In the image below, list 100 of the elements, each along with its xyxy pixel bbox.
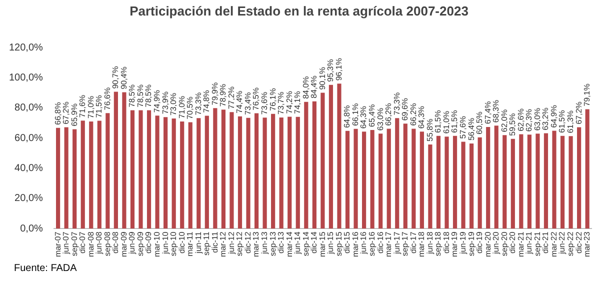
bar [72,129,77,229]
x-tick-label: mar-13 [252,231,261,258]
x-tick-label: mar-18 [417,231,426,258]
data-label: 90,1% [318,67,327,90]
data-label: 78,5% [144,84,154,108]
data-label: 55,8% [425,118,434,142]
x-tick-label: sep-19 [466,231,476,256]
x-tick-label: jun-14 [293,231,302,255]
bar [386,128,391,229]
bar [510,138,515,229]
x-tick-label: sep-14 [301,231,310,256]
x-tick-label: mar-23 [582,231,592,258]
data-label: 61,0% [442,110,451,134]
data-label: 65,4% [368,104,377,127]
chart-title: Participación del Estado en la renta agrícola 2007-2023 [130,3,468,18]
bar [64,127,68,229]
bar [452,136,458,229]
bar [196,118,201,229]
bar [362,132,366,229]
x-tick-label: dic-19 [475,231,484,254]
bar [279,117,284,229]
bar [138,110,143,229]
data-label: 63,0% [532,108,542,131]
data-label: 74,4% [235,90,244,114]
data-label: 74,2% [284,91,294,114]
bar [461,142,466,229]
bar [56,128,60,229]
data-label: 68,3% [492,100,501,123]
x-tick-label: mar-07 [53,231,62,258]
x-tick-label: sep-20 [500,231,509,256]
source-note: Fuente: FADA [14,263,77,274]
x-tick-label: mar-12 [218,231,228,258]
bar [486,126,490,229]
x-tick-label: dic-13 [276,231,286,254]
bar [262,118,267,229]
data-label: 65,9% [70,104,79,126]
bar [89,122,94,229]
data-label: 63,0% [376,108,385,131]
bar [97,120,102,229]
x-tick-label: mar-22 [549,231,558,258]
y-tick-label: 120,0% [8,42,44,54]
data-label: 76,1% [268,88,278,111]
data-label: 73,0% [169,92,178,116]
y-tick-label: 20,0% [14,193,44,204]
x-tick-label: dic-17 [408,231,418,254]
bar [544,133,548,229]
data-label: 61,5% [434,110,443,133]
data-label: 73,7% [276,92,286,114]
y-tick-label: 80,0% [14,102,44,114]
bar [378,134,383,229]
x-tick-label: jun-07 [62,231,71,255]
data-label: 73,6% [260,92,270,115]
y-tick-label: 0,0% [20,223,44,234]
x-tick-label: sep-10 [169,231,178,256]
y-tick-label: 100,0% [8,72,44,84]
bar [345,130,350,229]
x-tick-label: mar-16 [350,231,360,258]
x-tick-label: dic-14 [310,231,319,254]
bar [172,118,176,229]
bar [312,101,316,229]
bar [304,102,308,229]
x-tick-label: sep-15 [334,231,344,256]
data-label: 74,8% [202,90,212,113]
data-label: 56,4% [466,118,476,141]
x-tick-label: jun-21 [524,231,534,255]
data-label: 71,0% [177,96,186,119]
bar [180,122,184,229]
y-tick-label: 40,0% [14,163,44,174]
x-tick-label: mar-21 [516,231,526,258]
data-label: 76,5% [252,88,261,110]
data-label: 79,9% [210,82,220,106]
bar [254,113,259,229]
bar [246,118,250,229]
data-label: 84,4% [310,76,319,98]
bar [444,136,449,229]
x-tick-label: sep-18 [434,231,443,256]
bar [395,118,400,229]
bar [478,137,482,229]
x-tick-label: sep-21 [532,231,542,256]
bar [188,122,192,229]
data-label: 73,9% [160,91,170,114]
bar [328,84,334,229]
bar [221,110,226,229]
bar [80,120,85,229]
x-tick-label: dic-22 [574,231,584,254]
x-tick-label: jun-19 [458,231,468,255]
data-label: 67,2% [574,102,584,124]
data-label: 74,1% [293,91,302,114]
bar [536,134,540,229]
bar [288,116,292,229]
x-tick-label: jun-09 [128,231,137,255]
x-tick-label: dic-11 [210,231,220,253]
x-tick-label: sep-16 [368,231,377,256]
x-tick-label: sep-09 [136,231,145,256]
data-label: 76,6% [102,87,112,110]
x-tick-label: mar-09 [119,231,128,258]
bar [527,134,532,229]
data-label: 64,8% [342,105,352,128]
bar [122,92,126,229]
data-label: 61,5% [450,110,460,133]
